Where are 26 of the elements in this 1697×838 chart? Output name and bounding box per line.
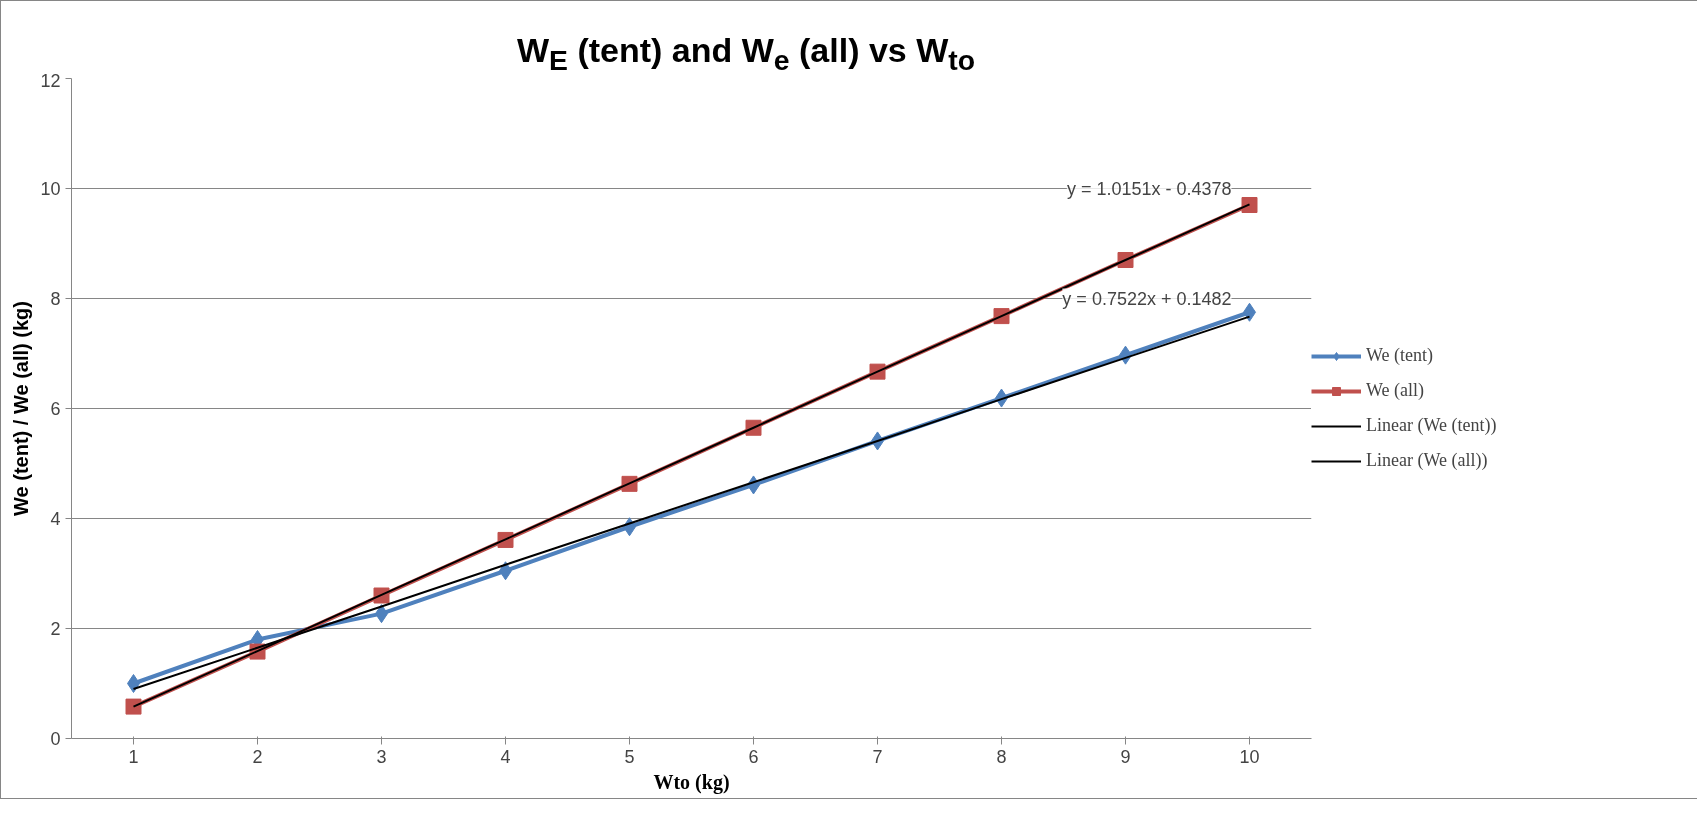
- x-tick-label: 5: [624, 746, 635, 767]
- y-tick-label: 2: [50, 619, 61, 639]
- annotation: y = 0.7522x + 0.1482: [1062, 288, 1232, 309]
- y-tick-label: 10: [40, 179, 61, 199]
- y-tick-label: 8: [50, 289, 61, 309]
- x-tick-label: 7: [872, 746, 883, 767]
- x-tick-label: 2: [252, 746, 263, 767]
- y-tick-label: 6: [50, 399, 61, 419]
- x-tick-label: 4: [500, 746, 511, 767]
- legend-label: We (tent): [1366, 345, 1434, 366]
- x-tick-label: 9: [1120, 746, 1131, 767]
- y-tick-label: 12: [40, 70, 61, 91]
- y-tick-label: 0: [50, 729, 61, 749]
- x-tick-label: 3: [376, 746, 387, 767]
- x-tick-label: 8: [996, 746, 1007, 767]
- y-axis-title: We (tent) / We (all) (kg): [10, 301, 33, 516]
- annotation: y = 1.0151x - 0.4378: [1066, 178, 1232, 199]
- y-tick-label: 4: [50, 509, 61, 529]
- x-axis-title: Wto (kg): [653, 770, 730, 794]
- legend-label: We (all): [1366, 380, 1425, 401]
- chart-title: W$_{E}$ (tent) and W$_{e}$ (all) vs W$_{to}$: [516, 30, 976, 78]
- legend-label: Linear (We (tent)): [1366, 415, 1497, 436]
- legend-label: Linear (We (all)): [1366, 450, 1488, 471]
- x-tick-label: 6: [748, 746, 759, 767]
- x-tick-label: 1: [128, 746, 139, 767]
- x-tick-label: 10: [1239, 746, 1260, 767]
